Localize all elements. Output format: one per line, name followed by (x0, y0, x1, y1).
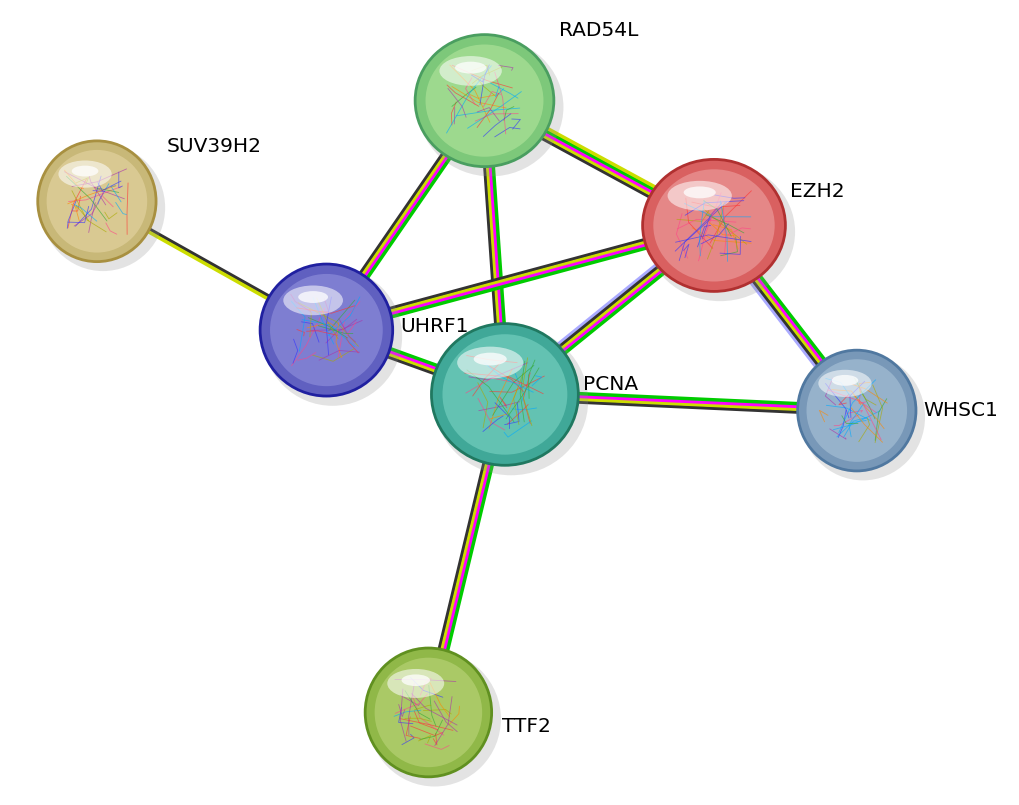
Ellipse shape (368, 651, 500, 786)
Ellipse shape (415, 35, 553, 167)
Ellipse shape (644, 163, 795, 301)
Ellipse shape (365, 648, 491, 777)
Ellipse shape (442, 334, 567, 455)
Text: WHSC1: WHSC1 (922, 401, 997, 420)
Ellipse shape (58, 160, 112, 188)
Text: TTF2: TTF2 (501, 716, 550, 736)
Ellipse shape (457, 347, 523, 378)
Ellipse shape (439, 56, 501, 86)
Ellipse shape (41, 144, 165, 271)
Ellipse shape (806, 359, 906, 462)
Ellipse shape (38, 141, 156, 262)
Ellipse shape (260, 264, 392, 396)
Ellipse shape (817, 369, 870, 397)
Text: EZH2: EZH2 (790, 182, 845, 201)
Ellipse shape (418, 38, 562, 176)
Ellipse shape (425, 44, 543, 157)
Ellipse shape (71, 166, 98, 176)
Ellipse shape (683, 187, 715, 198)
Ellipse shape (473, 353, 506, 365)
Ellipse shape (263, 267, 401, 406)
Ellipse shape (270, 274, 382, 386)
Text: PCNA: PCNA (583, 375, 638, 394)
Ellipse shape (800, 353, 924, 481)
Ellipse shape (433, 327, 588, 475)
Ellipse shape (374, 658, 482, 767)
Ellipse shape (283, 286, 342, 316)
Ellipse shape (47, 150, 147, 253)
Ellipse shape (797, 350, 915, 471)
Ellipse shape (387, 669, 444, 698)
Ellipse shape (642, 159, 785, 291)
Ellipse shape (653, 169, 774, 282)
Text: UHRF1: UHRF1 (399, 316, 468, 336)
Text: SUV39H2: SUV39H2 (166, 137, 261, 156)
Ellipse shape (401, 675, 430, 686)
Ellipse shape (454, 62, 486, 73)
Text: RAD54L: RAD54L (558, 21, 638, 40)
Ellipse shape (431, 324, 578, 465)
Ellipse shape (298, 291, 328, 303)
Ellipse shape (830, 375, 857, 386)
Ellipse shape (667, 181, 732, 211)
